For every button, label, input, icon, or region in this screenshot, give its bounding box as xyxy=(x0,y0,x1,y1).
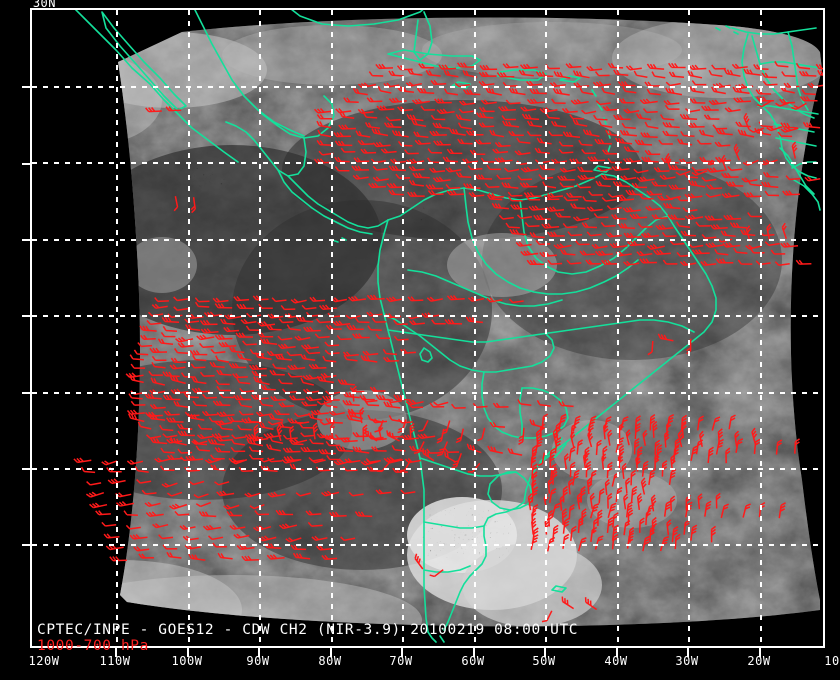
gridline-lon-90W xyxy=(259,10,261,646)
lon-tick-100W xyxy=(187,648,189,657)
lon-label-50W: 50W xyxy=(532,654,556,668)
gridline-lon-20W xyxy=(760,10,762,646)
map-plot-frame xyxy=(30,8,825,648)
lat-tick-40S xyxy=(22,544,32,546)
lon-label-10W: 10 xyxy=(824,654,840,668)
caption-block: CPTEC/INPE - GOES12 - CDW CH2 (NIR-3.9) … xyxy=(37,622,578,654)
gridline-lon-80W xyxy=(331,10,333,646)
lon-label-110W: 110W xyxy=(99,654,131,668)
lat-tick-10S xyxy=(22,315,32,317)
lon-tick-40W xyxy=(616,648,618,657)
gridline-lat-10N xyxy=(32,162,823,164)
gridline-lon-50W xyxy=(545,10,547,646)
gridline-lat-40S xyxy=(32,544,823,546)
lon-label-30W: 30W xyxy=(675,654,699,668)
lon-label-20W: 20W xyxy=(747,654,771,668)
gridline-lat-20S xyxy=(32,392,823,394)
lon-tick-80W xyxy=(330,648,332,657)
gridline-lat-30S xyxy=(32,468,823,470)
lon-tick-60W xyxy=(473,648,475,657)
lat-tick-10N xyxy=(22,163,32,165)
gridline-lon-100W xyxy=(188,10,190,646)
gridline-lat-20N xyxy=(32,86,823,88)
lon-label-90W: 90W xyxy=(246,654,270,668)
lon-tick-50W xyxy=(544,648,546,657)
lon-tick-30W xyxy=(687,648,689,657)
lat-tick-20N xyxy=(22,86,32,88)
caption-title: CPTEC/INPE - GOES12 - CDW CH2 (NIR-3.9) … xyxy=(37,622,579,638)
lon-label-60W: 60W xyxy=(461,654,485,668)
lon-label-70W: 70W xyxy=(389,654,413,668)
gridline-lon-60W xyxy=(474,10,476,646)
lon-tick-90W xyxy=(258,648,260,657)
gridline-lat-10S xyxy=(32,315,823,317)
lat-tick-30S xyxy=(22,468,32,470)
lon-tick-110W xyxy=(115,648,117,657)
cdw-wind-barbs xyxy=(73,60,823,625)
lon-tick-70W xyxy=(401,648,403,657)
lat-label-30N: 30N xyxy=(32,0,56,10)
gridline-lat-EQ xyxy=(32,239,823,241)
gridline-lon-40W xyxy=(617,10,619,646)
map-canvas xyxy=(32,10,823,646)
lon-label-80W: 80W xyxy=(318,654,342,668)
lat-tick-20S xyxy=(22,392,32,394)
lon-tick-20W xyxy=(759,648,761,657)
gridline-lon-30W xyxy=(688,10,690,646)
lon-label-40W: 40W xyxy=(604,654,628,668)
gridline-lon-110W xyxy=(116,10,118,646)
lon-label-120W: 120W xyxy=(28,654,60,668)
lat-tick-EQ xyxy=(22,239,32,241)
gridline-lon-70W xyxy=(402,10,404,646)
lon-label-100W: 100W xyxy=(171,654,203,668)
caption-layer: 1000-700 hPa xyxy=(37,638,149,654)
